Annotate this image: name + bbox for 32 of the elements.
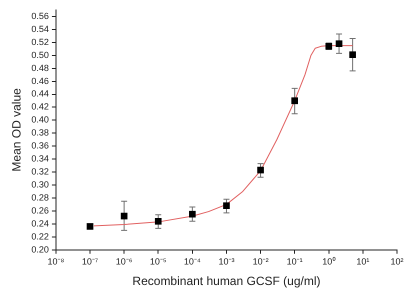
y-axis-title: Mean OD value	[10, 88, 24, 172]
x-tick-label: 10²	[390, 256, 404, 267]
y-tick-label: 0.24	[31, 218, 49, 228]
y-tick-label: 0.28	[31, 192, 49, 202]
y-tick-label: 0.50	[31, 50, 49, 60]
y-tick-label: 0.30	[31, 179, 49, 190]
x-tick-label: 10⁻⁴	[184, 256, 201, 267]
x-tick-label: 10⁻⁶	[116, 256, 133, 267]
y-tick-label: 0.26	[31, 205, 49, 216]
x-tick-label: 10⁻²	[252, 256, 269, 267]
y-tick-label: 0.38	[31, 128, 49, 138]
y-tick-label: 0.46	[31, 76, 49, 86]
x-tick-label: 10⁻⁸	[48, 256, 65, 267]
y-tick-label: 0.52	[31, 36, 49, 47]
x-tick-label: 10⁻⁷	[82, 256, 98, 267]
x-axis-title: Recombinant human GCSF (ug/ml)	[132, 274, 320, 288]
y-tick-label: 0.54	[31, 24, 49, 34]
y-tick-label: 0.48	[31, 62, 49, 73]
y-tick-label: 0.56	[31, 10, 49, 21]
y-tick-label: 0.22	[31, 231, 49, 242]
y-tick-label: 0.40	[31, 114, 49, 125]
y-tick-label: 0.44	[31, 88, 49, 99]
x-tick-label: 10⁻³	[218, 256, 234, 267]
y-tick-label: 0.20	[31, 244, 49, 254]
y-tick-label: 0.36	[31, 140, 49, 151]
x-tick-label: 10⁻⁵	[150, 256, 167, 267]
y-tick-label: 0.32	[31, 166, 49, 177]
x-tick-label: 10⁻¹	[286, 256, 303, 267]
x-tick-label: 10⁰	[322, 256, 336, 267]
y-tick-label: 0.42	[31, 102, 49, 112]
y-tick-label: 0.34	[31, 154, 49, 164]
x-tick-label: 10¹	[356, 256, 370, 267]
